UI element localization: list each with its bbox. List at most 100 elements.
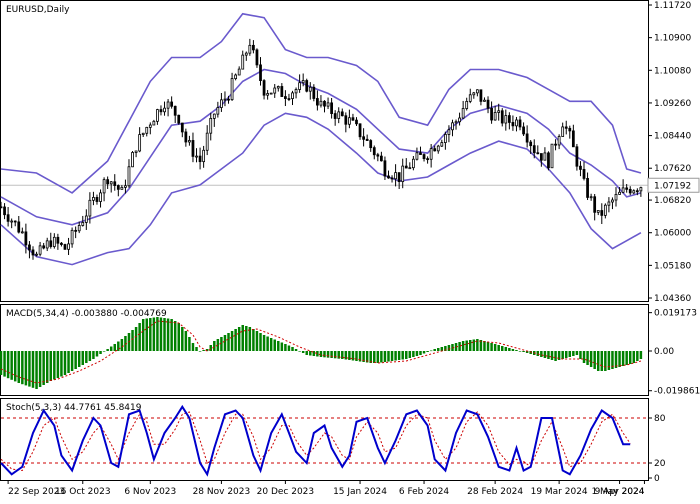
candle-body bbox=[579, 165, 582, 170]
macd-histogram-bar bbox=[636, 351, 639, 361]
macd-histogram-bar bbox=[397, 351, 401, 360]
candle-body bbox=[465, 100, 469, 109]
candle-body bbox=[145, 126, 149, 134]
candle-body bbox=[571, 130, 575, 148]
candle-body bbox=[404, 165, 408, 169]
candle-body bbox=[550, 143, 554, 169]
candle-body bbox=[618, 191, 621, 195]
candle-body bbox=[383, 160, 387, 177]
candle-body bbox=[369, 140, 373, 149]
macd-histogram-bar bbox=[138, 323, 141, 351]
price-tick-label: 1.07620 bbox=[654, 164, 691, 174]
macd-histogram-bar bbox=[426, 351, 429, 352]
macd-histogram-bar bbox=[511, 349, 515, 351]
macd-histogram-bar bbox=[188, 337, 191, 351]
macd-histogram-bar bbox=[287, 345, 291, 351]
candle-body bbox=[308, 86, 312, 92]
macd-histogram-bar bbox=[497, 345, 500, 351]
candle-body bbox=[0, 206, 3, 209]
candle-body bbox=[109, 181, 113, 185]
candle-body bbox=[312, 86, 316, 99]
macd-histogram-bar bbox=[277, 341, 280, 351]
macd-histogram-bar bbox=[547, 351, 550, 359]
macd-histogram-bar bbox=[248, 327, 252, 351]
macd-histogram-bar bbox=[543, 351, 547, 358]
macd-histogram-bar bbox=[102, 351, 106, 352]
candle-body bbox=[141, 132, 145, 135]
macd-histogram-bar bbox=[429, 350, 433, 352]
candle-body bbox=[84, 215, 88, 223]
macd-histogram-bar bbox=[387, 351, 390, 362]
bollinger-upper-line bbox=[0, 12, 642, 194]
macd-histogram-bar bbox=[582, 351, 586, 363]
macd-histogram-bar bbox=[501, 346, 504, 351]
macd-histogram-bar bbox=[486, 342, 490, 351]
candle-body bbox=[262, 80, 266, 96]
stoch-panel: Stoch(5,3,3) 44.7761 45.8419 80 20 0 bbox=[0, 398, 666, 484]
macd-histogram-bar bbox=[305, 351, 308, 355]
macd-histogram-bar bbox=[625, 351, 628, 365]
macd-histogram-bar bbox=[95, 351, 99, 357]
macd-histogram-bar bbox=[149, 318, 152, 351]
macd-histogram-bar bbox=[53, 351, 56, 380]
stoch-tick-label: 20 bbox=[654, 459, 666, 469]
macd-histogram-bar bbox=[298, 351, 301, 352]
macd-histogram-bar bbox=[141, 319, 145, 351]
x-tick-label: 9 Apr 2024 bbox=[595, 487, 645, 497]
price-tick-label: 1.06820 bbox=[654, 196, 691, 206]
candle-body bbox=[266, 93, 269, 96]
macd-histogram-bar bbox=[337, 351, 340, 359]
macd-histogram-bar bbox=[280, 342, 284, 351]
price-layer: 1.11720 1.10900 1.10080 1.09260 1.08440 1.076… bbox=[0, 1, 700, 304]
macd-histogram-bar bbox=[245, 326, 248, 351]
candle-body bbox=[575, 146, 579, 167]
candle-body bbox=[152, 120, 156, 126]
macd-histogram-bar bbox=[294, 349, 298, 351]
price-tick-label: 1.11720 bbox=[654, 1, 691, 11]
macd-histogram-bar bbox=[447, 345, 451, 351]
candle-body bbox=[205, 132, 209, 151]
candle-body bbox=[411, 158, 415, 169]
macd-histogram-bar bbox=[522, 351, 525, 352]
macd-histogram-bar bbox=[35, 351, 38, 389]
candle-body bbox=[355, 119, 358, 125]
candle-body bbox=[77, 225, 81, 232]
candle-body bbox=[38, 245, 42, 255]
price-tick-label: 1.10900 bbox=[654, 34, 691, 44]
candle-body bbox=[440, 142, 444, 147]
candle-body bbox=[180, 122, 184, 133]
candle-body bbox=[518, 119, 522, 128]
macd-histogram-bar bbox=[45, 351, 49, 383]
current-price-label: 1.07192 bbox=[654, 181, 691, 191]
macd-histogram-bar bbox=[596, 351, 600, 371]
candle-body bbox=[443, 134, 447, 143]
macd-histogram-bar bbox=[518, 351, 522, 352]
candle-body bbox=[3, 206, 6, 216]
candle-body bbox=[170, 101, 174, 107]
macd-histogram-bar bbox=[600, 351, 604, 371]
candle-body bbox=[177, 114, 181, 124]
candle-body bbox=[472, 92, 476, 96]
candle-body bbox=[173, 105, 177, 116]
macd-histogram-bar bbox=[564, 351, 568, 358]
candle-body bbox=[131, 152, 134, 168]
macd-histogram-bar bbox=[309, 351, 312, 356]
macd-histogram-bar bbox=[184, 331, 188, 351]
candle-body bbox=[461, 108, 465, 119]
stoch-main-line bbox=[0, 404, 631, 477]
macd-histogram-bar bbox=[461, 341, 465, 351]
candle-body bbox=[380, 155, 383, 162]
x-tick-label: 20 Dec 2023 bbox=[257, 487, 315, 497]
macd-histogram-bar bbox=[85, 351, 88, 363]
stoch-title: Stoch(5,3,3) 44.7761 45.8419 bbox=[6, 403, 142, 413]
macd-histogram-bar bbox=[202, 350, 205, 351]
macd-histogram-bar bbox=[628, 351, 632, 364]
candle-body bbox=[188, 140, 191, 143]
x-tick-label: 15 Jan 2024 bbox=[333, 487, 387, 497]
macd-histogram-bar bbox=[440, 347, 444, 351]
macd-panel: MACD(5,34,4) -0.003880 -0.004769 0.01917… bbox=[0, 304, 700, 397]
macd-histogram-bar bbox=[213, 341, 216, 351]
candle-body bbox=[362, 136, 365, 140]
